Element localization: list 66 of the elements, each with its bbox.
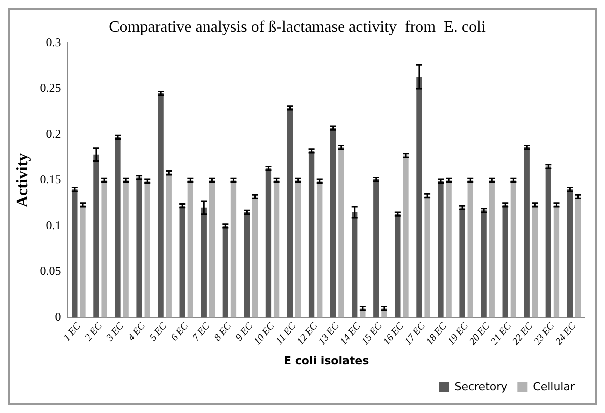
bar [188, 180, 194, 318]
bar [317, 181, 323, 318]
bar [438, 181, 444, 318]
y-tick-label: 0.3 [46, 35, 62, 50]
bar [395, 214, 401, 318]
bar [201, 208, 207, 318]
x-tick-label: 8 EC [212, 320, 234, 344]
x-tick-label: 3 EC [104, 320, 127, 344]
bar [158, 94, 164, 318]
bar [554, 205, 560, 318]
bar [296, 180, 302, 318]
bar [230, 180, 237, 318]
bar [352, 212, 358, 318]
bar [180, 206, 186, 318]
y-tick-label: 0.15 [40, 172, 62, 187]
bar [308, 151, 315, 318]
bar [166, 173, 172, 318]
bar [94, 154, 100, 318]
x-tick-label: 4 EC [126, 320, 148, 344]
bar [524, 148, 530, 318]
legend-label: Secretory [454, 380, 508, 394]
bar [468, 180, 474, 318]
bar [460, 208, 466, 318]
bar [274, 180, 280, 318]
bar [403, 156, 409, 318]
bar [80, 205, 86, 318]
bar [416, 77, 422, 318]
x-tick-label: 1 EC [62, 320, 84, 344]
bar [266, 168, 272, 318]
bar [338, 148, 344, 318]
bar [244, 212, 250, 318]
bar [374, 180, 380, 318]
x-tick-label: 6 EC [169, 320, 192, 344]
x-tick-label: 2 EC [83, 320, 106, 344]
bar [424, 196, 430, 318]
bar [567, 190, 574, 318]
bar [222, 226, 228, 318]
y-tick-label: 0.2 [46, 126, 62, 141]
bar [136, 178, 142, 318]
x-tick-label: 5 EC [148, 320, 170, 344]
bar [144, 181, 150, 318]
bar [532, 205, 538, 318]
bar [481, 210, 487, 318]
bar [123, 180, 129, 318]
y-axis-title: Activity [14, 153, 32, 208]
x-axis-title: E coli isolates [284, 354, 370, 368]
bar [489, 180, 495, 318]
bar [546, 166, 552, 318]
bar [102, 180, 108, 318]
bar [115, 137, 121, 318]
y-tick-label: 0.25 [40, 81, 62, 96]
y-tick-label: 0.1 [46, 218, 62, 232]
y-tick-label: 0.05 [40, 264, 62, 278]
bar [72, 190, 78, 318]
bar [510, 180, 516, 318]
bar [575, 196, 582, 318]
bar [252, 196, 258, 318]
legend-label: Cellular [533, 380, 576, 394]
bar [287, 108, 294, 318]
bar [446, 180, 452, 318]
bar [502, 205, 508, 318]
bar [330, 128, 336, 318]
x-tick-label: 7 EC [191, 320, 213, 344]
chart-title: Comparative analysis of ß-lactamase activity from E. coli [109, 18, 486, 36]
y-tick-label: 0 [55, 310, 62, 324]
bar [209, 180, 216, 318]
